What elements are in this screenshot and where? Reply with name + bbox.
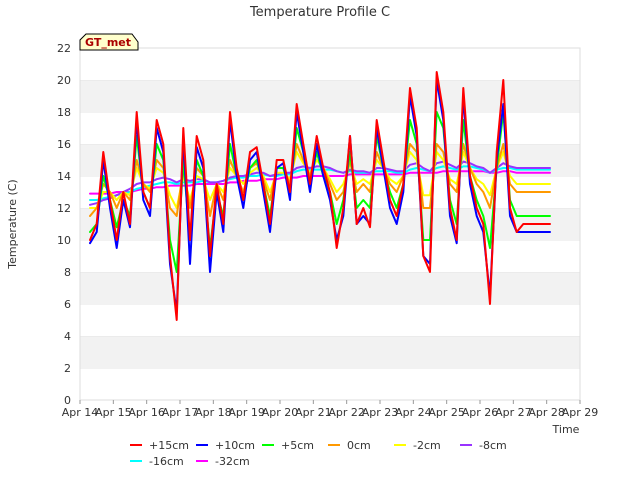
- legend-item: -32cm: [196, 455, 250, 468]
- legend-label: +15cm: [149, 439, 189, 452]
- x-tick-label: Apr 23: [362, 406, 399, 419]
- legend-item: +15cm: [130, 439, 189, 452]
- grid-band: [80, 112, 580, 144]
- legend-label: -2cm: [413, 439, 441, 452]
- gt-met-badge: GT_met: [79, 33, 139, 51]
- x-tick-label: Apr 24: [395, 406, 432, 419]
- y-tick-label: 22: [57, 42, 71, 55]
- chart-title: Temperature Profile C: [249, 5, 390, 20]
- legend-item: +5cm: [262, 439, 314, 452]
- badge-shape: [79, 33, 139, 51]
- grid-band: [80, 304, 580, 336]
- legend-item: -16cm: [130, 455, 184, 468]
- y-tick-label: 18: [57, 106, 71, 119]
- y-tick-label: 16: [57, 138, 71, 151]
- y-tick-label: 8: [64, 266, 71, 279]
- legend-label: 0cm: [347, 439, 371, 452]
- grid-band: [80, 48, 580, 80]
- grid-bands: [80, 47, 580, 400]
- x-tick-label: Apr 21: [295, 406, 332, 419]
- y-tick-label: 0: [64, 394, 71, 407]
- x-tick-label: Apr 29: [562, 406, 599, 419]
- y-tick-label: 2: [64, 362, 71, 375]
- grid-band: [80, 208, 580, 240]
- grid-band: [80, 336, 580, 368]
- series-line: [89, 71, 551, 321]
- legend-item: -8cm: [460, 439, 507, 452]
- x-tick-label: Apr 17: [162, 406, 199, 419]
- y-tick-label: 12: [57, 202, 71, 215]
- grid-band: [80, 80, 580, 112]
- y-tick-label: 10: [57, 234, 71, 247]
- y-tick-label: 20: [57, 74, 71, 87]
- grid-band: [80, 368, 580, 400]
- y-axis-ticks: 0 2 4 6 8 10 12 14 16 18 20 22: [57, 42, 71, 407]
- legend-label: -8cm: [479, 439, 507, 452]
- legend-label: -16cm: [149, 455, 184, 468]
- legend-item: -2cm: [394, 439, 441, 452]
- x-tick-label: Apr 26: [462, 406, 499, 419]
- legend-label: -32cm: [215, 455, 250, 468]
- grid-band: [80, 272, 580, 304]
- y-tick-label: 14: [57, 170, 71, 183]
- x-tick-label: Apr 27: [495, 406, 532, 419]
- grid-band: [80, 240, 580, 272]
- legend-label: +10cm: [215, 439, 255, 452]
- y-axis-label: Temperature (C): [6, 179, 19, 269]
- legend: +15cm +10cm +5cm 0cm -2cm -8cm -16cm -32cm: [130, 439, 507, 468]
- legend-item: 0cm: [328, 439, 371, 452]
- y-tick-label: 6: [64, 298, 71, 311]
- x-tick-label: Apr 18: [195, 406, 232, 419]
- x-tick-label: Apr 15: [95, 406, 132, 419]
- x-tick-label: Apr 28: [528, 406, 565, 419]
- legend-item: +10cm: [196, 439, 255, 452]
- x-axis-label: Time: [552, 423, 580, 436]
- x-tick-label: Apr 25: [428, 406, 465, 419]
- x-tick-label: Apr 22: [328, 406, 365, 419]
- y-tick-label: 4: [64, 330, 71, 343]
- series-lines: [89, 71, 551, 321]
- x-tick-label: Apr 14: [62, 406, 99, 419]
- badge-label: GT_met: [85, 36, 131, 49]
- x-tick-label: Apr 19: [228, 406, 265, 419]
- x-tick-label: Apr 20: [262, 406, 299, 419]
- plot-frame: [79, 47, 581, 401]
- legend-label: +5cm: [281, 439, 314, 452]
- x-tick-label: Apr 16: [128, 406, 165, 419]
